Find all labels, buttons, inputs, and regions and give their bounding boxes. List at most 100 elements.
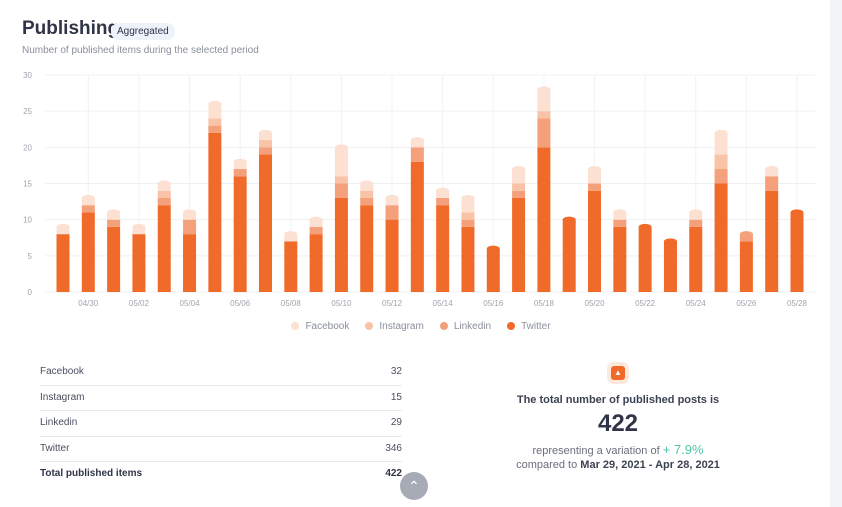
bar-twitter bbox=[486, 248, 500, 292]
bar-twitter bbox=[258, 154, 272, 292]
bar-twitter bbox=[461, 226, 475, 292]
bar-twitter bbox=[613, 226, 627, 292]
y-tick-label: 25 bbox=[23, 107, 32, 116]
compared-range: Mar 29, 2021 - Apr 28, 2021 bbox=[580, 459, 720, 471]
bar-linkedin bbox=[588, 183, 602, 191]
legend-twitter[interactable]: Twitter bbox=[507, 321, 551, 332]
x-tick-label: 05/08 bbox=[281, 299, 302, 308]
bar-linkedin bbox=[258, 147, 272, 155]
legend-facebook[interactable]: Facebook bbox=[291, 321, 349, 332]
summary-panel: ▲ The total number of published posts is… bbox=[470, 366, 766, 471]
row-label: Facebook bbox=[40, 366, 84, 377]
bar-cap bbox=[410, 137, 424, 144]
x-tick-label: 05/12 bbox=[382, 299, 403, 308]
bar-cap bbox=[689, 209, 703, 216]
scroll-up-button[interactable]: ⌃ bbox=[400, 472, 428, 500]
x-tick-label: 05/02 bbox=[129, 299, 150, 308]
bar-twitter bbox=[739, 241, 753, 292]
bar-cap bbox=[360, 180, 374, 187]
bar-facebook bbox=[233, 161, 247, 170]
bar-linkedin bbox=[183, 219, 197, 235]
bar-facebook bbox=[537, 89, 551, 112]
totals-table: Facebook 32 Instagram 15 Linkedin 29 Twitte… bbox=[40, 360, 402, 487]
publishing-chart: 0 5 10 15 20 25 30 04/30 05/02 05/04 05/06 05/08 05/… bbox=[23, 71, 815, 308]
x-tick-label: 05/20 bbox=[585, 299, 606, 308]
bar-linkedin bbox=[739, 234, 753, 242]
legend-label: Facebook bbox=[305, 321, 350, 332]
legend-label: Linkedin bbox=[453, 321, 492, 332]
bar-twitter bbox=[790, 212, 804, 292]
bar-facebook bbox=[208, 103, 222, 119]
bar-linkedin bbox=[512, 190, 526, 198]
row-label: Twitter bbox=[40, 442, 70, 454]
y-tick-label: 20 bbox=[23, 143, 32, 152]
bar-twitter bbox=[233, 176, 247, 292]
bar-cap bbox=[208, 100, 222, 107]
legend-label: Twitter bbox=[521, 321, 551, 332]
x-tick-label: 05/14 bbox=[433, 299, 454, 308]
bar-cap bbox=[233, 158, 247, 165]
bar-cap bbox=[638, 223, 652, 230]
bar-linkedin bbox=[765, 176, 779, 191]
bar-cap bbox=[334, 144, 348, 151]
bar-linkedin bbox=[410, 147, 424, 162]
summary-heading: The total number of published posts is bbox=[516, 394, 720, 406]
bar-instagram bbox=[208, 118, 222, 126]
page-title: Publishing bbox=[22, 18, 120, 39]
bar-facebook bbox=[183, 212, 197, 220]
bar-facebook bbox=[284, 234, 298, 242]
bar-twitter bbox=[360, 205, 374, 292]
bar-facebook bbox=[410, 140, 424, 148]
subtitle: Number of published items during the sel… bbox=[22, 45, 259, 56]
legend-linkedin[interactable]: Linkedin bbox=[439, 321, 492, 332]
x-tick-label: 04/30 bbox=[78, 299, 99, 308]
bar-twitter bbox=[183, 234, 197, 292]
chart-legend: Facebook Instagram Linkedin Twitter bbox=[0, 321, 842, 332]
bar-facebook bbox=[714, 132, 728, 155]
instagram-dot-icon bbox=[365, 322, 374, 330]
row-label: Instagram bbox=[40, 391, 85, 403]
y-tick-label: 30 bbox=[23, 71, 32, 80]
x-tick-label: 05/26 bbox=[736, 299, 757, 308]
bar-facebook bbox=[613, 212, 627, 220]
bar-facebook bbox=[157, 183, 171, 191]
bar-twitter bbox=[56, 234, 70, 292]
bar-linkedin bbox=[385, 205, 399, 220]
bar-cap bbox=[157, 180, 171, 187]
x-tick-label: 05/24 bbox=[686, 299, 707, 308]
bar-cap bbox=[132, 223, 146, 230]
table-row: Twitter 346 bbox=[40, 437, 402, 462]
bar-linkedin bbox=[537, 118, 551, 148]
x-tick-label: 05/06 bbox=[230, 299, 251, 308]
bar-instagram bbox=[537, 111, 551, 119]
bar-cap bbox=[714, 129, 728, 136]
bar-twitter bbox=[765, 190, 779, 292]
facebook-dot-icon bbox=[291, 322, 300, 330]
bar-facebook bbox=[258, 132, 272, 141]
bar-twitter bbox=[284, 241, 298, 292]
bar-cap bbox=[588, 166, 602, 173]
bar-facebook bbox=[436, 190, 450, 198]
bar-linkedin bbox=[81, 205, 95, 213]
x-tick-label: 05/04 bbox=[180, 299, 201, 308]
bar-facebook bbox=[689, 212, 703, 220]
bar-cap bbox=[258, 129, 272, 136]
bar-cap bbox=[739, 231, 753, 238]
x-tick-label: 05/18 bbox=[534, 299, 555, 308]
bar-instagram bbox=[258, 140, 272, 148]
bar-linkedin bbox=[208, 125, 222, 133]
bar-cap bbox=[537, 86, 551, 93]
row-value: 29 bbox=[390, 417, 402, 428]
bar-facebook bbox=[360, 183, 374, 191]
bar-linkedin bbox=[613, 219, 627, 227]
bar-linkedin bbox=[689, 219, 703, 227]
bar-facebook bbox=[461, 197, 475, 213]
compared-line: compared to Mar 29, 2021 - Apr 28, 2021 bbox=[470, 459, 766, 471]
bar-twitter bbox=[588, 190, 602, 292]
bar-twitter bbox=[81, 212, 95, 292]
legend-instagram[interactable]: Instagram bbox=[365, 321, 424, 332]
bar-cap bbox=[284, 231, 298, 238]
bar-facebook bbox=[107, 212, 121, 220]
legend-label: Instagram bbox=[379, 321, 424, 332]
